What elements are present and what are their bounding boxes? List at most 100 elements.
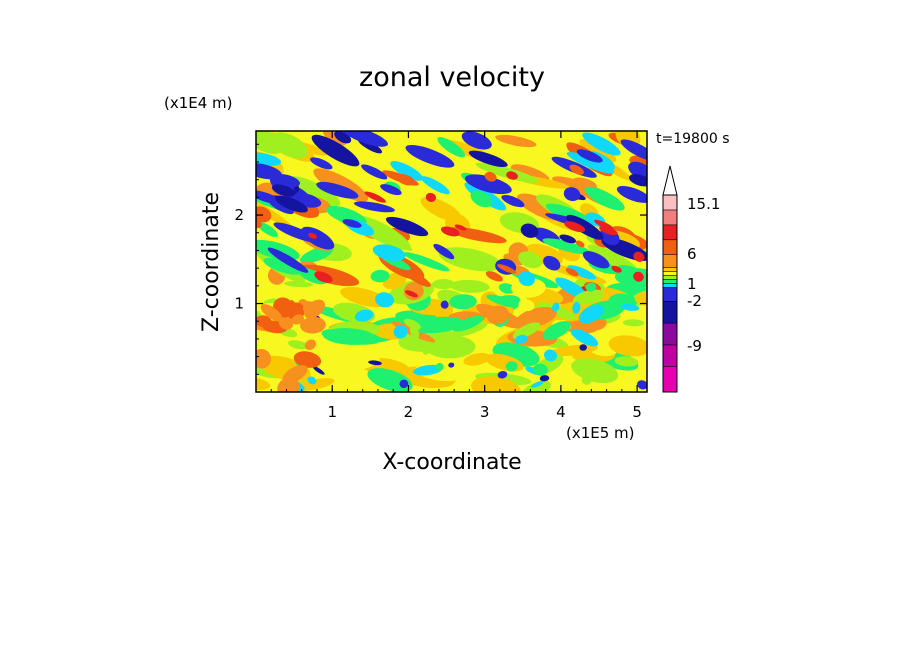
colorbar-bin <box>662 301 678 324</box>
field-contour <box>514 334 528 344</box>
y-ticks: 12 <box>234 143 647 375</box>
field-contour <box>511 277 546 298</box>
field-contour <box>256 206 272 223</box>
field-contour <box>617 265 640 275</box>
field-contour <box>385 216 429 237</box>
field-contour <box>464 174 512 195</box>
field-contour <box>616 185 647 203</box>
field-contour <box>413 364 443 376</box>
field-contour <box>572 301 581 314</box>
field-contour <box>599 225 618 236</box>
field-contour <box>518 251 542 269</box>
field-contour <box>390 161 424 181</box>
colorbar-bin <box>662 224 678 241</box>
field-contour <box>270 132 308 159</box>
field-contour <box>368 360 382 366</box>
field-contour <box>542 321 571 340</box>
field-contour <box>611 265 622 273</box>
field-contour <box>308 232 318 239</box>
field-contour <box>396 174 415 186</box>
field-contour <box>405 144 455 168</box>
field-contour <box>501 195 525 208</box>
x-ticks: 1 2 3 4 5 <box>270 131 642 421</box>
velocity-field <box>256 131 647 392</box>
field-contour <box>438 247 502 272</box>
field-contour <box>559 234 576 244</box>
field-contour <box>314 271 333 283</box>
colorbar-bin <box>662 287 678 302</box>
field-contour <box>296 378 335 391</box>
field-contour <box>277 377 300 392</box>
colorbar-bin <box>662 267 678 272</box>
field-contour <box>256 131 282 155</box>
field-contour <box>520 223 539 238</box>
x-tick-label: 3 <box>480 403 490 421</box>
colorbar-bin <box>662 366 678 393</box>
field-contour <box>425 192 437 202</box>
field-contour <box>620 303 640 311</box>
field-contour <box>372 244 406 261</box>
field-contour <box>498 283 516 294</box>
x-axis-label: X-coordinate <box>382 450 521 475</box>
field-contour <box>370 269 390 283</box>
field-contour <box>506 171 518 180</box>
field-contour <box>354 201 395 213</box>
x-tick-label: 5 <box>632 403 642 421</box>
chart-title: zonal velocity <box>359 62 545 93</box>
field-contour <box>399 379 409 389</box>
field-contour <box>287 340 309 350</box>
colorbar-bin <box>662 322 678 346</box>
field-contour <box>608 335 647 357</box>
time-label: t=19800 s <box>656 131 730 147</box>
field-contour <box>403 282 424 301</box>
field-contour <box>268 199 294 215</box>
field-contour <box>405 290 418 298</box>
field-contour <box>403 252 450 272</box>
field-contour <box>518 271 535 287</box>
field-contour <box>484 171 497 182</box>
field-contour <box>288 176 341 207</box>
x-tick-label: 1 <box>327 403 337 421</box>
field-contour <box>432 278 455 290</box>
field-contour <box>449 279 490 293</box>
field-contour <box>468 150 508 168</box>
field-contour <box>447 227 507 244</box>
field-contour <box>271 184 296 197</box>
colorbar-bin <box>662 209 678 226</box>
field-contour <box>637 380 647 390</box>
field-contour <box>572 177 597 190</box>
field-contour <box>282 365 308 384</box>
field-contour <box>531 381 544 388</box>
field-contour <box>256 221 278 238</box>
field-contour <box>278 315 294 330</box>
field-contour <box>551 302 560 312</box>
field-contour <box>420 176 450 195</box>
field-contour <box>570 328 599 347</box>
field-contour <box>435 362 444 371</box>
field-contour <box>354 309 374 322</box>
field-contour <box>404 318 421 330</box>
field-contour <box>275 195 308 213</box>
field-contour <box>542 238 591 255</box>
colorbar-label: 6 <box>687 245 697 263</box>
field-contour <box>515 306 557 329</box>
field-contour <box>495 134 537 148</box>
colorbar-bin <box>662 279 678 284</box>
x-tick-label: 2 <box>404 403 414 421</box>
field-contour <box>452 315 484 332</box>
y-unit-label: (x1E4 m) <box>164 94 233 112</box>
field-contour <box>409 316 465 334</box>
field-contour <box>301 226 335 250</box>
field-contour <box>614 356 639 367</box>
field-contour <box>518 299 535 311</box>
field-contour <box>448 362 455 368</box>
field-contour <box>564 221 586 233</box>
field-contour <box>380 184 402 196</box>
field-contour <box>620 139 647 161</box>
field-contour <box>420 197 462 222</box>
field-contour <box>421 342 431 355</box>
field-contour <box>342 219 362 228</box>
colorbar: 15.1 6 1-2 -9 <box>662 165 720 393</box>
field-contour <box>582 132 621 156</box>
